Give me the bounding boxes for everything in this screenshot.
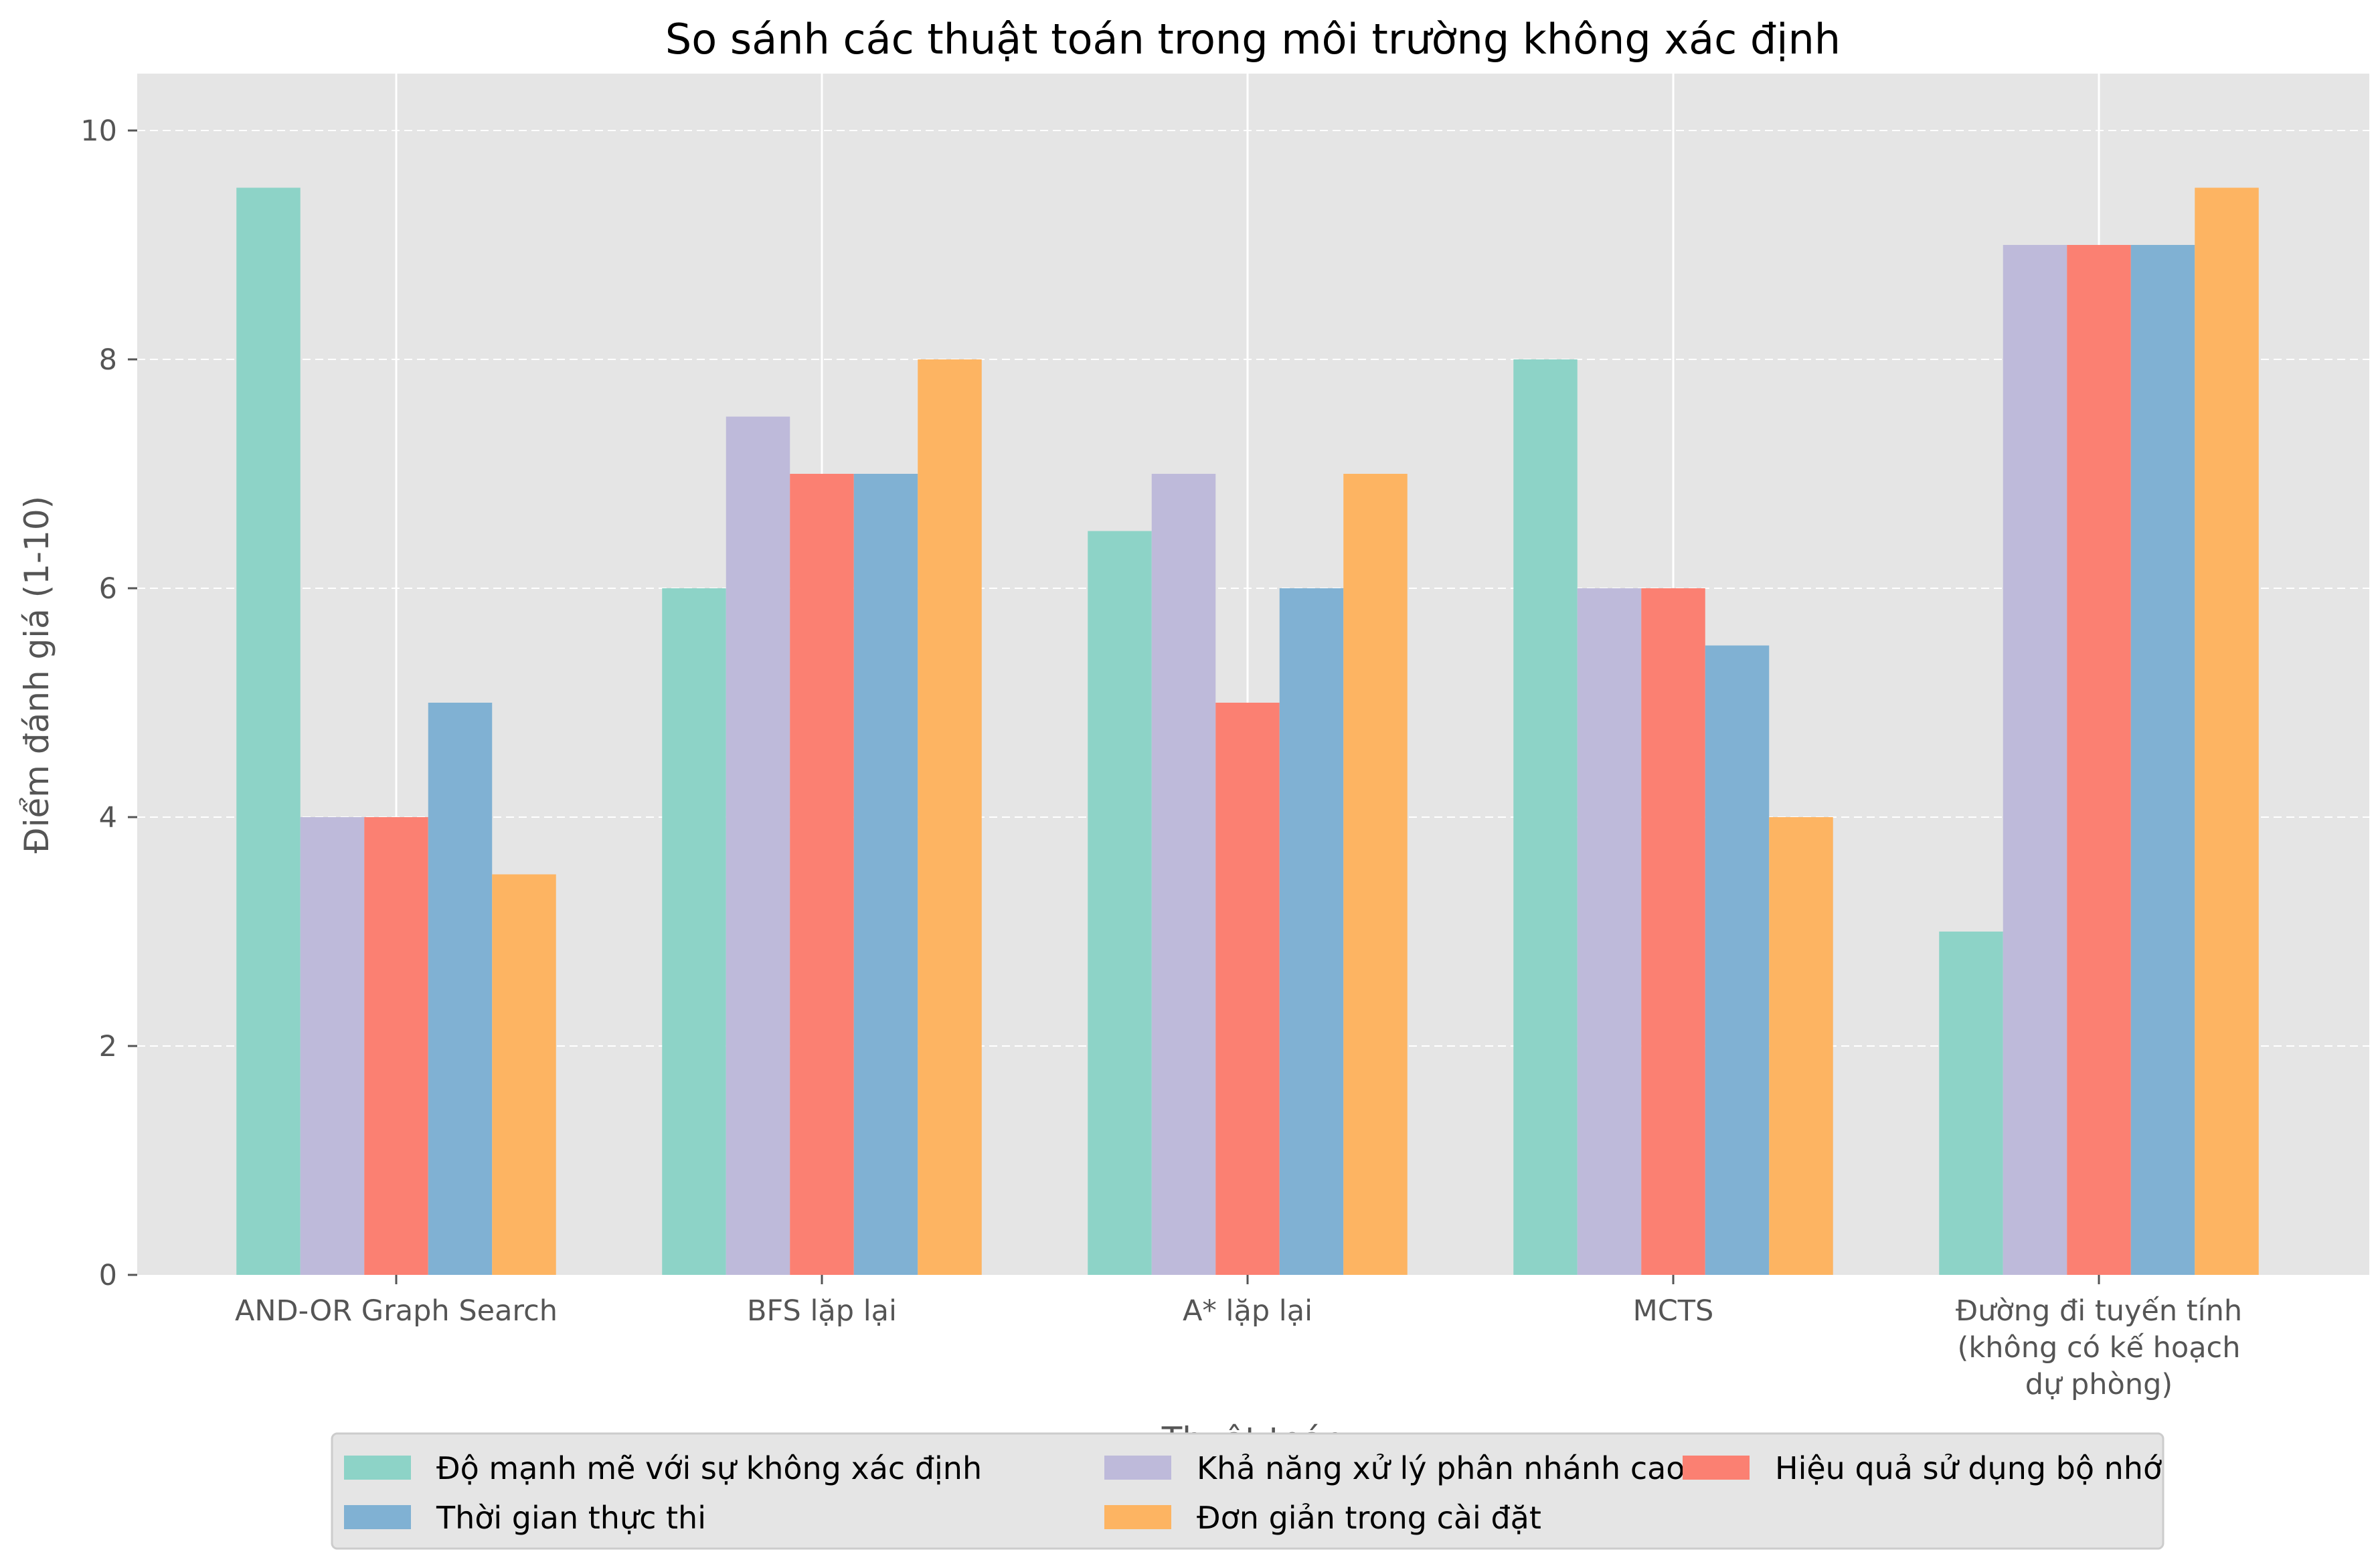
bar [918, 359, 982, 1275]
legend-label: Hiệu quả sử dụng bộ nhớ [1775, 1450, 2162, 1486]
bar [428, 703, 493, 1275]
bar [1641, 588, 1705, 1275]
x-axis-ticks: AND-OR Graph Search BFS lặp lại A* lặp lại… [235, 1275, 2242, 1401]
y-tick-label: 8 [99, 343, 117, 377]
bar [1577, 588, 1642, 1275]
bar [726, 416, 790, 1275]
y-tick-label: 4 [99, 801, 117, 835]
bar [1088, 531, 1152, 1275]
bar [662, 588, 726, 1275]
legend-label: Đơn giản trong cài đặt [1197, 1500, 1541, 1536]
legend-swatch [1683, 1456, 1750, 1480]
x-tick-label: A* lặp lại [1183, 1294, 1312, 1328]
bar [364, 817, 428, 1275]
bar [1279, 588, 1344, 1275]
x-tick-label: MCTS [1633, 1294, 1714, 1328]
bar [2067, 245, 2131, 1275]
legend-swatch [344, 1505, 411, 1529]
bar [1769, 817, 1833, 1275]
bar [1215, 703, 1280, 1275]
y-axis-ticks: 0 2 4 6 8 10 [80, 114, 137, 1292]
x-tick-label: Đường đi tuyến tính (không có kế hoạch dự … [1956, 1294, 2242, 1401]
legend-swatch [1104, 1505, 1171, 1529]
legend-label: Khả năng xử lý phân nhánh cao [1197, 1450, 1685, 1486]
bars [236, 187, 2259, 1275]
bar [1939, 932, 2003, 1275]
y-tick-label: 0 [99, 1259, 117, 1292]
bar [1705, 645, 1770, 1275]
legend-swatch [344, 1456, 411, 1480]
y-axis-label: Điểm đánh giá (1-10) [17, 496, 56, 853]
bar [853, 474, 918, 1275]
bar [236, 187, 301, 1275]
y-tick-label: 10 [80, 114, 117, 148]
y-tick-label: 6 [99, 572, 117, 606]
bar [790, 474, 854, 1275]
bar [300, 817, 365, 1275]
bar [2130, 245, 2195, 1275]
bar [1343, 474, 1408, 1275]
y-tick-label: 2 [99, 1030, 117, 1063]
legend-label: Độ mạnh mẽ với sự không xác định [436, 1450, 982, 1486]
bar [1151, 474, 1216, 1275]
bar [2003, 245, 2067, 1275]
bar [492, 874, 556, 1275]
legend-swatch [1104, 1456, 1171, 1480]
legend: Độ mạnh mẽ với sự không xác định Khả năng… [331, 1432, 2165, 1550]
x-tick-label: BFS lặp lại [747, 1294, 897, 1328]
bar [1513, 359, 1578, 1275]
x-tick-label: AND-OR Graph Search [235, 1294, 558, 1328]
bar [2195, 187, 2259, 1275]
legend-label: Thời gian thực thi [436, 1500, 706, 1536]
chart-title: So sánh các thuật toán trong môi trường … [665, 15, 1841, 64]
